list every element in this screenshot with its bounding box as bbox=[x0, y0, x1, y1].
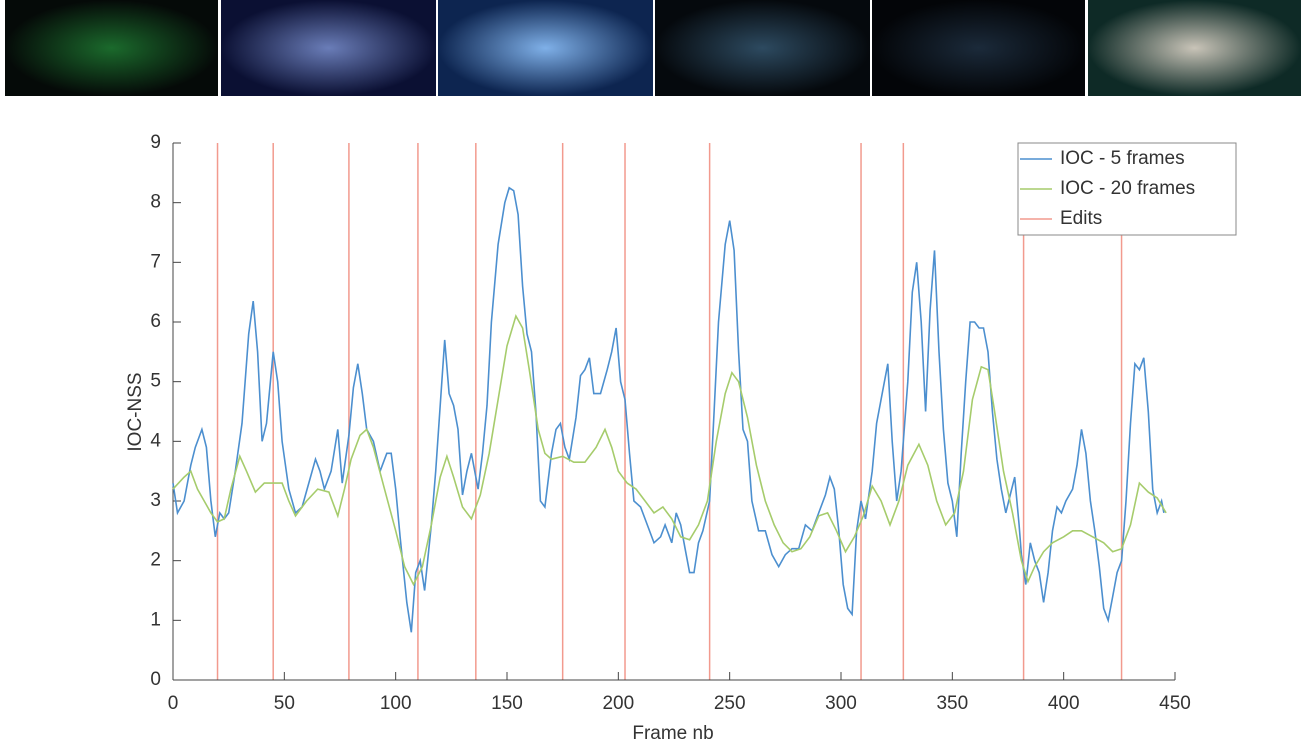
legend-label: IOC - 5 frames bbox=[1060, 148, 1185, 169]
frame-image bbox=[655, 0, 870, 96]
x-tick-label: 300 bbox=[825, 693, 857, 714]
series-line bbox=[172, 313, 1167, 587]
x-tick-label: 100 bbox=[380, 693, 412, 714]
y-tick-label: 2 bbox=[150, 550, 161, 571]
frame-image bbox=[221, 0, 436, 96]
x-tick-label: 200 bbox=[602, 693, 634, 714]
x-tick-label: 0 bbox=[168, 693, 179, 714]
y-tick-label: 1 bbox=[150, 609, 161, 630]
legend-box bbox=[1017, 142, 1237, 236]
frame-image bbox=[438, 0, 653, 96]
x-tick-label: 50 bbox=[274, 693, 295, 714]
x-tick-label: 250 bbox=[714, 693, 746, 714]
y-tick-label: 4 bbox=[150, 430, 161, 451]
x-tick-label: 400 bbox=[1048, 693, 1080, 714]
legend-label: IOC - 20 frames bbox=[1060, 178, 1195, 199]
y-tick-label: 9 bbox=[150, 132, 161, 153]
x-tick-label: 150 bbox=[491, 693, 523, 714]
legend-label: Edits bbox=[1060, 208, 1102, 229]
y-tick-label: 3 bbox=[150, 490, 161, 511]
film-strip bbox=[5, 0, 1301, 96]
y-tick-label: 5 bbox=[150, 371, 161, 392]
x-tick-label: 450 bbox=[1159, 693, 1191, 714]
frame-image bbox=[1088, 0, 1301, 96]
y-tick-label: 0 bbox=[150, 669, 161, 690]
y-tick-label: 8 bbox=[150, 192, 161, 213]
x-axis-label: Frame nb bbox=[632, 723, 713, 744]
series-line bbox=[172, 186, 1165, 633]
frame-image bbox=[872, 0, 1085, 96]
y-axis-label: IOC-NSS bbox=[125, 372, 146, 451]
frame-image bbox=[5, 0, 218, 96]
x-tick-label: 350 bbox=[936, 693, 968, 714]
y-tick-label: 6 bbox=[150, 311, 161, 332]
y-tick-label: 7 bbox=[150, 251, 161, 272]
